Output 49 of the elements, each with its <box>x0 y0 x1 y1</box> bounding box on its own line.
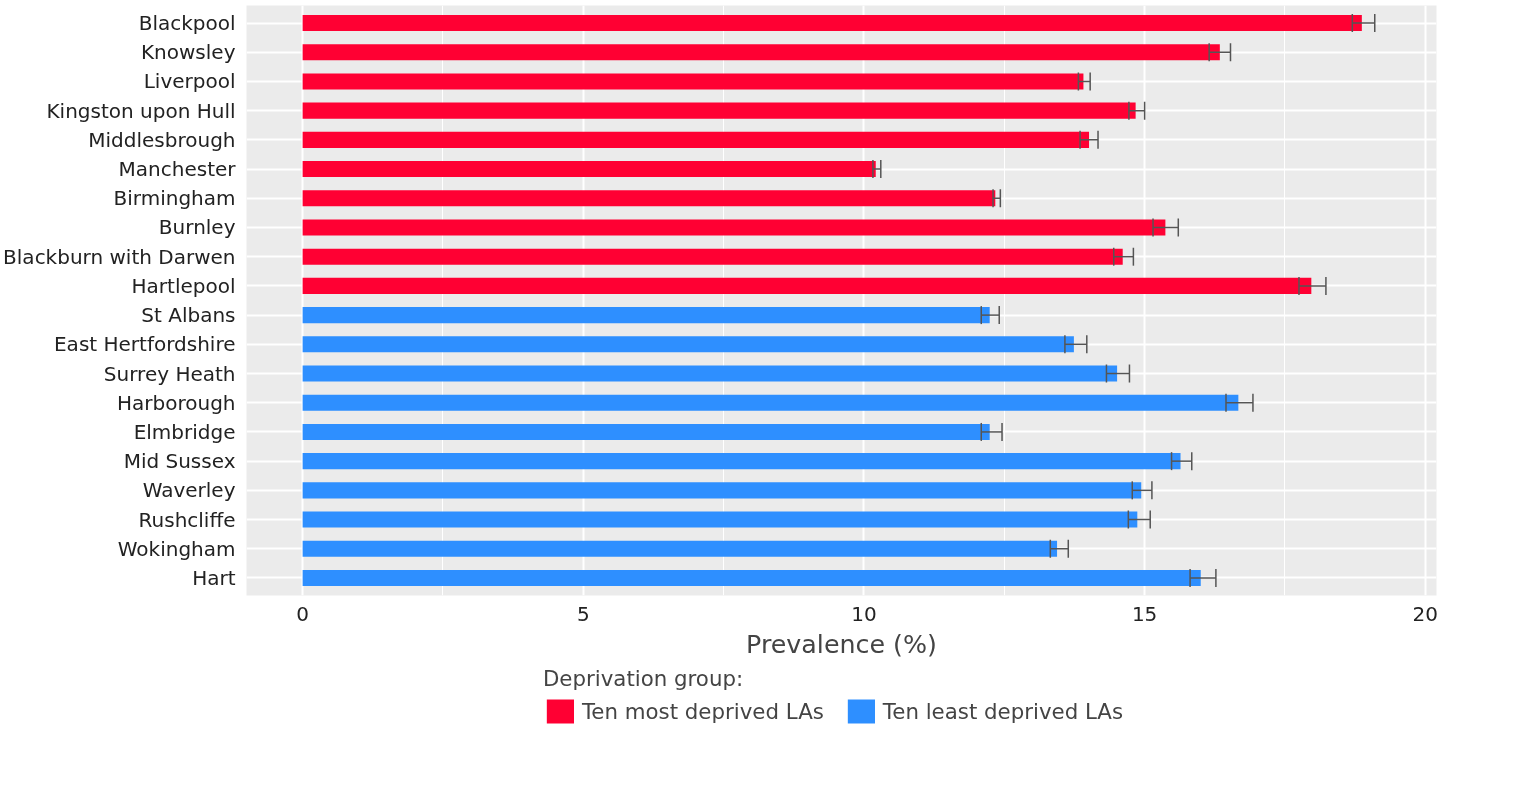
y-tick-label: Mid Sussex <box>123 449 236 474</box>
y-tick-label: Surrey Heath <box>103 361 236 386</box>
y-tick-label: Manchester <box>118 157 237 182</box>
y-tick-label: Kingston upon Hull <box>46 98 236 123</box>
x-tick-label: 20 <box>1412 601 1438 626</box>
legend-label: Ten least deprived LAs <box>882 698 1124 724</box>
y-tick-label: Birmingham <box>113 186 236 211</box>
y-tick-label: Rushcliffe <box>138 507 236 532</box>
y-tick-label: Knowsley <box>141 40 236 65</box>
bar <box>302 336 1074 353</box>
y-tick-label: Blackpool <box>138 11 236 36</box>
y-tick-label: Liverpool <box>143 69 236 94</box>
y-tick-label: Hart <box>192 565 236 590</box>
bar <box>302 277 1312 294</box>
legend-label: Ten most deprived LAs <box>581 698 824 724</box>
bar <box>302 14 1362 32</box>
bar <box>302 131 1090 148</box>
bar <box>302 307 990 324</box>
y-tick-label: East Hertfordshire <box>54 332 236 357</box>
bar <box>302 511 1138 528</box>
bar <box>302 482 1142 499</box>
bar <box>302 44 1220 61</box>
x-tick-label: 15 <box>1131 601 1158 626</box>
bar <box>302 540 1058 557</box>
bar <box>302 102 1136 119</box>
bar <box>302 423 990 440</box>
bar <box>302 569 1201 587</box>
bar <box>302 365 1118 382</box>
bar <box>302 219 1166 236</box>
x-axis-title: Prevalence (%) <box>746 628 937 659</box>
y-tick-label: Harborough <box>116 390 236 415</box>
bar <box>302 161 876 178</box>
y-tick-label: Burnley <box>158 215 236 240</box>
legend-title: Deprivation group: <box>542 666 745 691</box>
bar <box>302 190 996 207</box>
y-tick-label: Wokingham <box>117 536 236 561</box>
y-tick-label: St Albans <box>141 303 236 328</box>
bar <box>302 453 1181 470</box>
x-tick-label: 10 <box>851 601 877 626</box>
x-tick-label: 5 <box>576 601 590 626</box>
bar <box>302 248 1123 265</box>
y-tick-label: Blackburn with Darwen <box>3 244 236 269</box>
y-tick-label: Waverley <box>142 478 236 503</box>
y-tick-label: Hartlepool <box>131 273 236 298</box>
y-tick-label: Elmbridge <box>133 419 236 444</box>
bar <box>302 394 1239 411</box>
bar <box>302 73 1084 90</box>
y-tick-label: Middlesbrough <box>88 127 236 152</box>
x-tick-label: 0 <box>296 601 309 626</box>
